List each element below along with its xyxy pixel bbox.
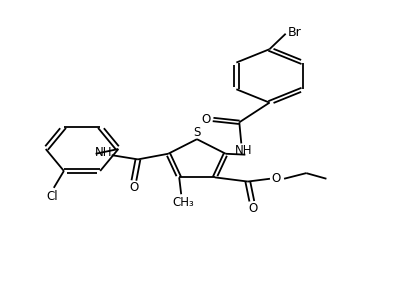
Text: O: O	[129, 181, 138, 194]
Text: O: O	[201, 113, 210, 126]
Text: S: S	[193, 126, 200, 139]
Text: Br: Br	[287, 26, 301, 39]
Text: CH₃: CH₃	[172, 196, 194, 208]
Text: Cl: Cl	[46, 190, 58, 203]
Text: O: O	[247, 202, 257, 215]
Text: O: O	[271, 172, 280, 185]
Text: NH: NH	[95, 146, 112, 159]
Text: NH: NH	[234, 144, 252, 157]
